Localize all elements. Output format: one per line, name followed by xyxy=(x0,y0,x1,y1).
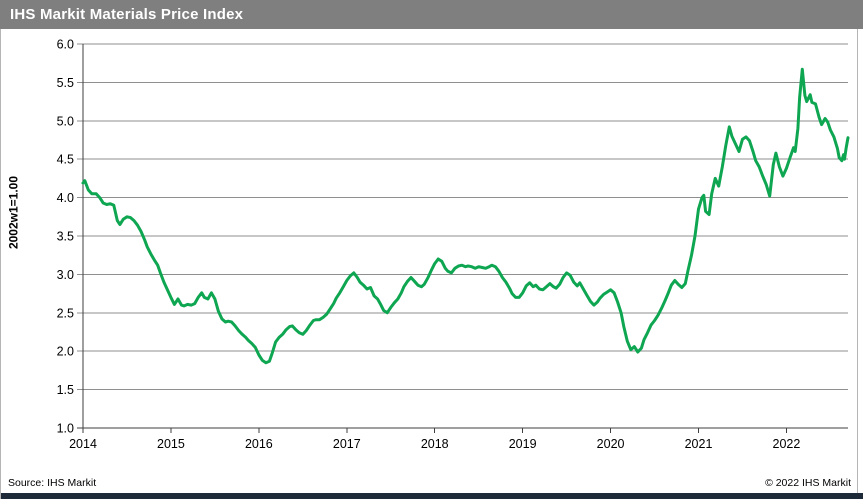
y-tick-label: 4.0 xyxy=(57,191,74,205)
y-tick-label: 4.5 xyxy=(57,153,74,167)
copyright-label: © 2022 IHS Markit xyxy=(765,477,851,489)
frame-border-right xyxy=(857,29,858,493)
y-tick-label: 1.0 xyxy=(57,422,74,436)
y-tick-label: 6.0 xyxy=(57,38,74,52)
frame-border-left xyxy=(0,29,1,499)
x-tick-label: 2014 xyxy=(69,437,97,451)
x-tick-label: 2017 xyxy=(333,437,361,451)
source-label: Source: IHS Markit xyxy=(8,477,97,489)
x-tick-label: 2018 xyxy=(421,437,449,451)
materials-price-index-chart: 1.0 1.5 2.0 2.5 3.0 3.5 4.0 4.5 5.0 5.5 6.0 2014 201… xyxy=(57,38,850,451)
chart-title: IHS Markit Materials Price Index xyxy=(10,6,244,23)
x-tick-label: 2022 xyxy=(773,437,801,451)
chart-header: IHS Markit Materials Price Index xyxy=(0,0,863,29)
x-tick-label: 2021 xyxy=(685,437,713,451)
y-tick-label: 5.0 xyxy=(57,114,74,128)
y-tick-label: 2.5 xyxy=(57,306,74,320)
footer-bar xyxy=(0,493,863,499)
price-line xyxy=(81,67,850,365)
x-tick-label: 2015 xyxy=(157,437,185,451)
x-tick-label: 2016 xyxy=(245,437,273,451)
x-tick-label: 2019 xyxy=(509,437,537,451)
y-tick-label: 3.5 xyxy=(57,230,74,244)
y-tick-label: 2.0 xyxy=(57,345,74,359)
y-tick-label: 1.5 xyxy=(57,383,74,397)
x-tick-label: 2020 xyxy=(597,437,625,451)
y-tick-label: 5.5 xyxy=(57,76,74,90)
y-tick-label: 3.0 xyxy=(57,268,74,282)
